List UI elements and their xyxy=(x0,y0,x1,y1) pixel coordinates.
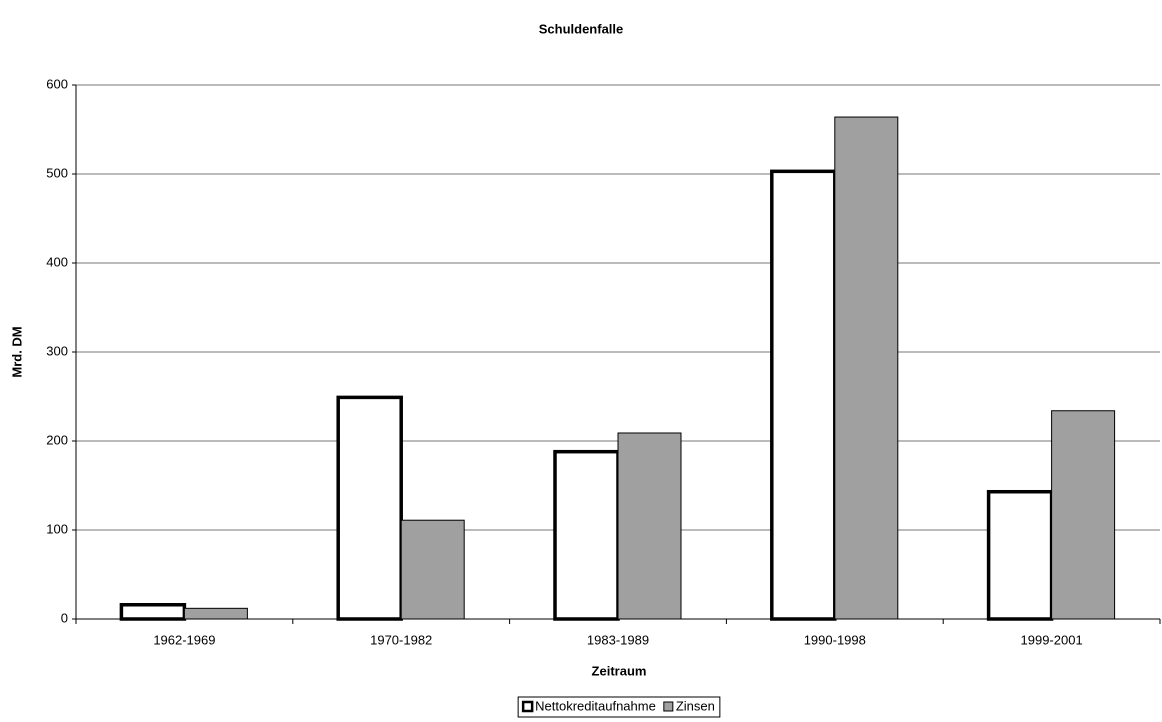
bar xyxy=(553,449,620,621)
legend-label: Nettokreditaufnahme xyxy=(535,698,656,713)
x-tick-label: 1990-1998 xyxy=(804,632,866,647)
bar xyxy=(770,169,837,621)
x-tick-label: 1999-2001 xyxy=(1021,632,1083,647)
legend-swatch xyxy=(521,700,534,713)
y-axis-label: Mrd. DM xyxy=(9,326,24,377)
y-tick-label: 500 xyxy=(46,165,68,180)
bar xyxy=(617,432,682,620)
legend-swatch xyxy=(663,701,674,712)
bar xyxy=(336,395,403,621)
legend: Nettokreditaufnahme Zinsen xyxy=(517,696,721,718)
bar xyxy=(119,603,187,621)
y-tick-label: 400 xyxy=(46,254,68,269)
x-tick-label: 1983-1989 xyxy=(587,632,649,647)
bar xyxy=(834,116,899,620)
x-tick-label: 1962-1969 xyxy=(153,632,215,647)
x-tick-label: 1970-1982 xyxy=(370,632,432,647)
legend-label: Zinsen xyxy=(676,698,715,713)
bar xyxy=(400,519,465,620)
y-tick-label: 200 xyxy=(46,432,68,447)
bar xyxy=(183,607,248,620)
y-tick-label: 100 xyxy=(46,521,68,536)
chart-title: Schuldenfalle xyxy=(539,21,624,36)
bar xyxy=(986,489,1054,621)
x-axis-label: Zeitraum xyxy=(592,663,647,678)
y-tick-label: 300 xyxy=(46,343,68,358)
y-tick-label: 0 xyxy=(61,610,68,625)
bar xyxy=(1051,410,1116,620)
y-tick-label: 600 xyxy=(46,76,68,91)
